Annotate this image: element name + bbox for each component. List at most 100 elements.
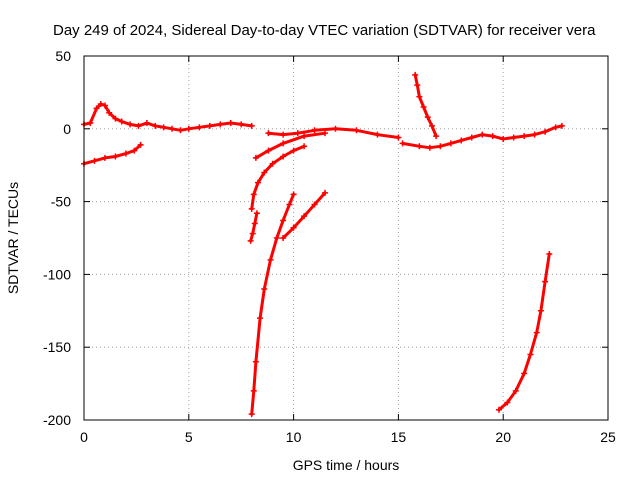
y-tick-label: -50 [51,194,71,210]
data-point-g [257,315,264,322]
data-point-c [332,125,339,132]
data-point-c [294,130,301,137]
data-point-i [424,114,431,121]
data-point-i [420,103,427,110]
y-tick-label: -200 [43,412,71,428]
data-point-j [521,133,528,140]
data-point-a [152,122,159,129]
chart-title: Day 249 of 2024, Sidereal Day-to-day VTE… [53,22,596,39]
data-point-c [353,127,360,134]
data-point-j [399,140,406,147]
y-tick-label: -150 [43,339,71,355]
data-point-a [185,125,192,132]
data-point-j [437,143,444,150]
data-point-a [238,121,245,128]
data-point-a [248,122,255,129]
data-point-a [127,121,134,128]
data-point-a [160,124,167,131]
data-point-e [301,133,308,140]
data-point-k [533,329,540,336]
data-point-i [412,71,419,78]
y-axis-label: SDTVAR / TECUs [5,182,21,294]
data-point-g [248,411,255,418]
data-point-f [247,237,254,244]
data-point-e [280,140,287,147]
x-tick-label: 25 [600,429,616,445]
data-point-g [286,201,293,208]
data-point-i [428,122,435,129]
data-point-j [531,131,538,138]
plot-frame [83,55,609,421]
data-point-h [290,224,297,231]
series-line-i [413,73,438,138]
data-point-e [252,154,259,161]
data-point-i [416,93,423,100]
data-point-h [311,201,318,208]
data-point-d [280,153,287,160]
data-point-j [479,131,486,138]
data-point-a [177,127,184,134]
data-point-a [87,119,94,126]
data-point-j [458,137,465,144]
data-point-j [558,122,565,129]
x-tick-label: 10 [286,429,302,445]
data-point-b [112,153,119,160]
data-point-f [251,220,258,227]
tick-layer: 0 5 10 15 20 25 50 0 -50 -100 -150 -200 [43,48,616,445]
data-point-i [414,82,421,89]
series-line-f [249,211,259,243]
data-point-j [426,144,433,151]
series-line-e [254,131,327,160]
data-point-k [537,307,544,314]
data-point-b [122,150,129,157]
data-point-a [196,124,203,131]
data-point-k [512,387,519,394]
data-point-k [521,370,528,377]
data-point-a [101,102,108,109]
data-point-b [137,141,144,148]
x-axis-label: GPS time / hours [293,457,400,473]
data-point-a [97,101,104,108]
data-point-d [290,147,297,154]
data-point-j [542,128,549,135]
data-point-d [301,143,308,150]
series-layer [81,71,565,418]
data-point-h [280,235,287,241]
data-point-c [280,131,287,138]
data-point-h [301,213,308,220]
data-point-c [265,130,272,137]
x-tick-label: 20 [495,429,511,445]
grid-layer [84,56,608,420]
data-point-j [510,134,517,141]
data-point-k [504,399,511,406]
data-point-c [374,131,381,138]
series-line-k [497,252,551,412]
x-tick-label: 15 [391,429,407,445]
data-point-j [468,134,475,141]
data-point-h [322,189,329,196]
data-point-e [265,147,272,154]
data-point-k [527,351,534,358]
data-point-a [118,118,125,125]
data-point-g [273,235,280,241]
data-point-d [250,191,257,198]
x-tick-label: 5 [185,429,193,445]
data-point-a [143,119,150,126]
data-point-j [447,140,454,147]
y-tick-label: -100 [43,266,71,282]
data-point-d [269,160,276,167]
series-line-j [401,124,564,150]
data-point-c [311,127,318,134]
data-point-g [267,256,274,263]
data-point-f [249,230,256,237]
data-point-a [227,119,234,126]
data-point-a [93,105,100,112]
data-point-j [489,133,496,140]
data-point-k [546,251,553,258]
data-point-e [322,130,329,137]
data-point-a [169,125,176,132]
data-point-a [217,121,224,128]
data-point-j [416,143,423,150]
data-point-j [552,124,559,131]
